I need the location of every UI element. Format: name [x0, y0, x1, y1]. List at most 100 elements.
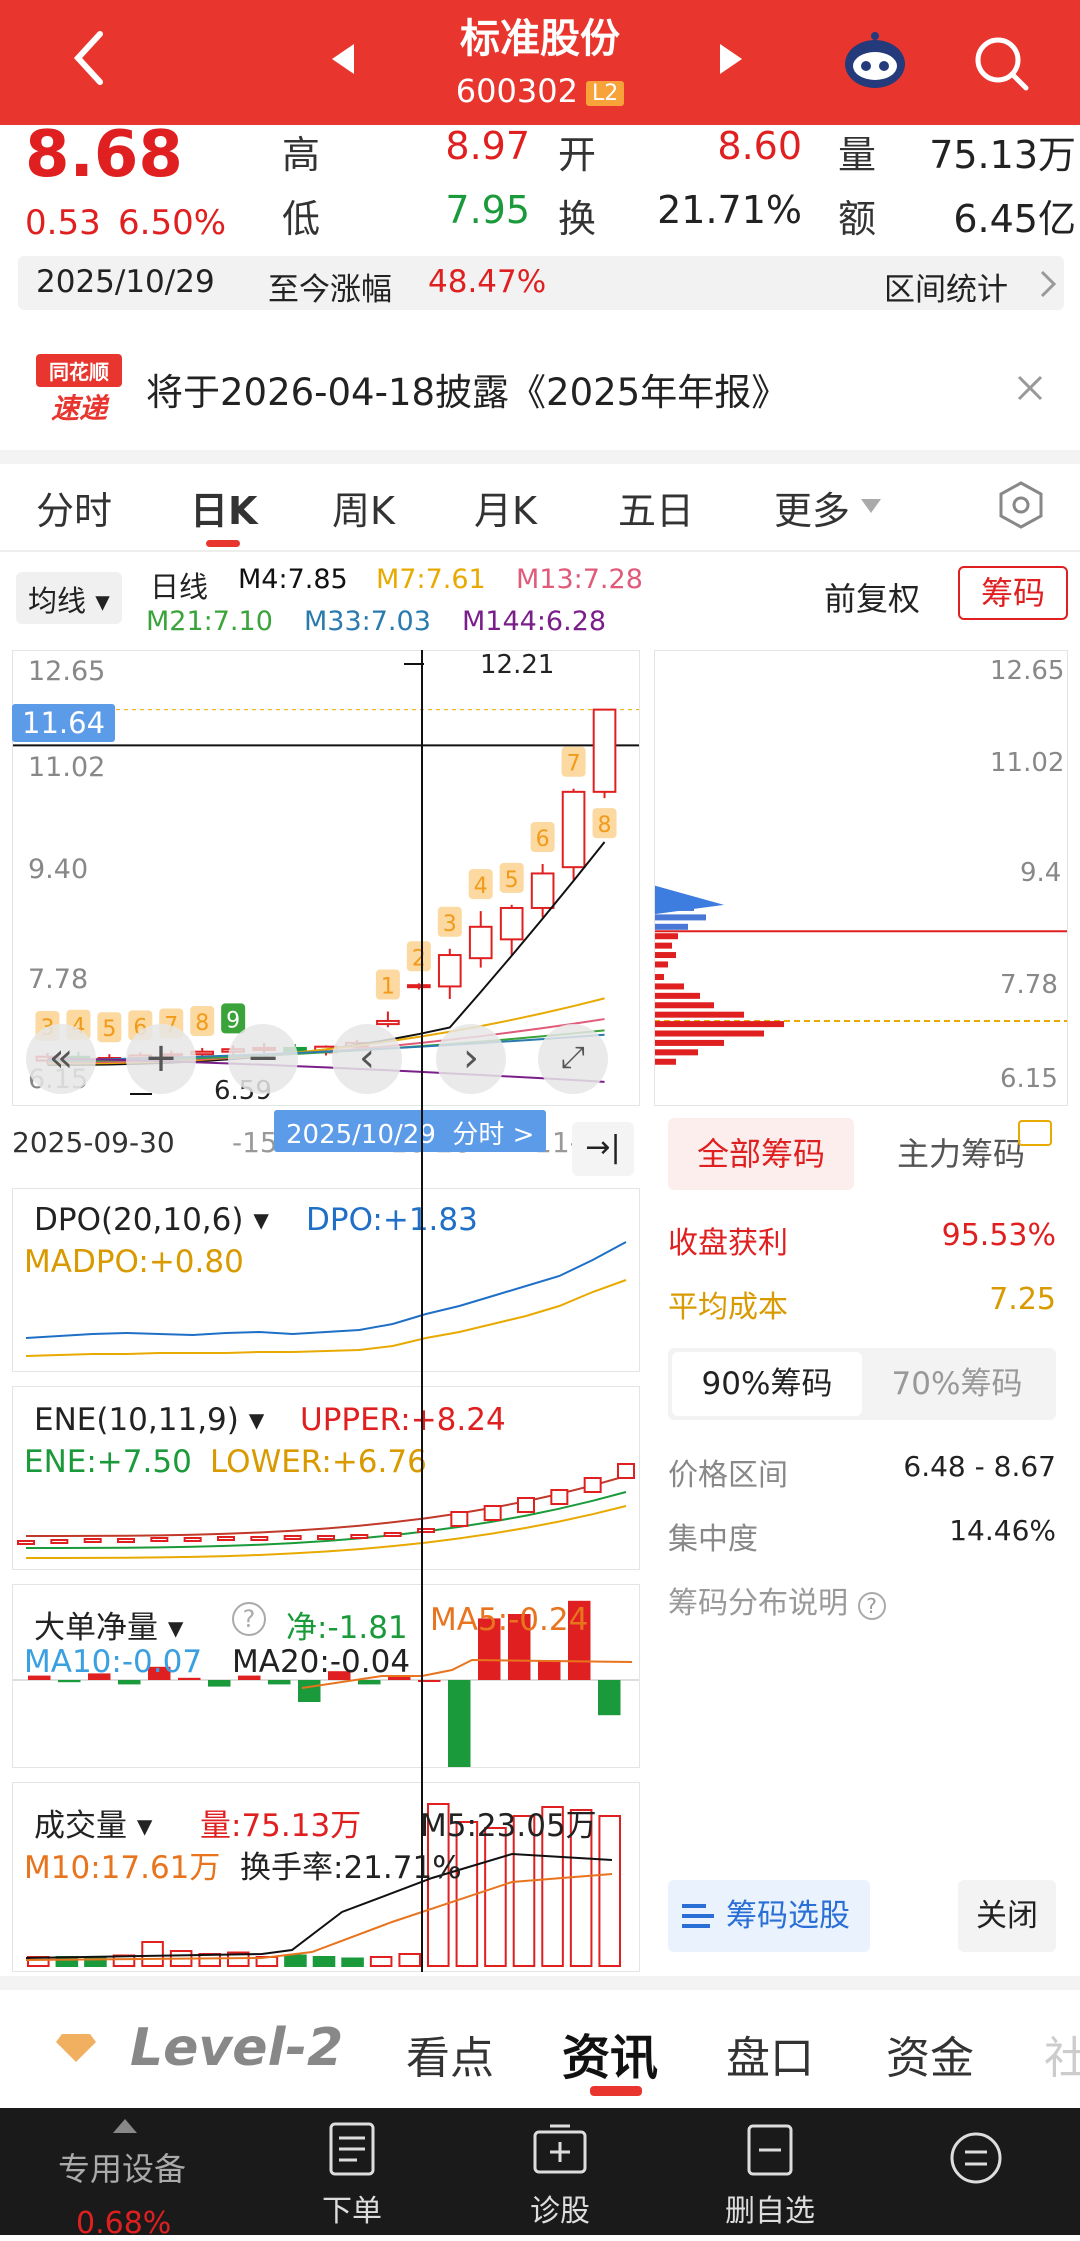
ene-candle: [450, 1511, 469, 1527]
tab-weekly-k[interactable]: 周K: [332, 489, 395, 533]
bigorder-ma20: MA20:-0.04: [232, 1644, 411, 1680]
tab-community[interactable]: 社: [1044, 2033, 1080, 2084]
ma-m4: M4:7.85: [238, 564, 348, 595]
chip-bar: [654, 942, 672, 949]
tab-70-chips[interactable]: 70%筹码: [891, 1366, 1023, 1402]
candle-body: [499, 906, 524, 941]
tab-orderbook[interactable]: 盘口: [726, 2033, 814, 2084]
bigorder-frame: [12, 1584, 640, 1768]
dpo-frame: [12, 1188, 640, 1372]
zoom-in-button[interactable]: +: [126, 1024, 196, 1094]
kline-chart[interactable]: 345678912345678: [12, 650, 640, 1106]
scroll-right-button[interactable]: ›: [436, 1024, 506, 1094]
volume-bar: [598, 1815, 622, 1967]
back-icon[interactable]: [68, 28, 108, 88]
stock-code-row: 600302 L2: [0, 72, 1080, 110]
announcement-banner[interactable]: 同花顺 速递 将于2026-04-18披露《2025年年报》: [0, 330, 1080, 450]
search-icon[interactable]: [972, 34, 1032, 94]
sector-label[interactable]: 专用设备: [58, 2150, 187, 2188]
tab-highlights[interactable]: 看点: [406, 2033, 494, 2084]
close-chips-button[interactable]: 关闭: [958, 1880, 1056, 1952]
bigorder-net: 净:-1.81: [286, 1610, 408, 1646]
candle-body: [592, 708, 617, 793]
ene-chart[interactable]: [12, 1386, 640, 1570]
price-change-pct: 6.50%: [118, 203, 227, 243]
tab-more[interactable]: 更多: [774, 489, 851, 533]
lock-icon: [1018, 1120, 1052, 1146]
volume-chart[interactable]: [12, 1782, 640, 1972]
jump-to-latest-icon[interactable]: →|: [572, 1122, 634, 1176]
bigorder-bar: [268, 1680, 291, 1685]
td-signal-bg: [97, 1012, 122, 1043]
x-label: 2025-09-30: [12, 1126, 175, 1159]
rewind-button[interactable]: «: [26, 1024, 96, 1094]
ene-selector[interactable]: ENE(10,11,9) ▾: [34, 1402, 265, 1438]
tab-timeshare[interactable]: 分时: [36, 489, 113, 533]
volume-selector[interactable]: 成交量 ▾: [34, 1808, 153, 1844]
chip-bar: [654, 923, 688, 930]
chip-explain-link[interactable]: 筹码分布说明 ?: [668, 1578, 1056, 1622]
scroll-left-button[interactable]: ‹: [332, 1024, 402, 1094]
order-button[interactable]: 下单: [282, 2108, 422, 2235]
candle-body: [561, 790, 586, 869]
date-range-row[interactable]: 2025/10/29 至今涨幅 48.47% 区间统计: [18, 256, 1064, 310]
menu-icon[interactable]: [948, 2130, 1004, 2186]
tab-news[interactable]: 资讯: [562, 2030, 659, 2086]
dpo-selector[interactable]: DPO(20,10,6) ▾: [34, 1202, 269, 1238]
volume-value: 75.13万: [929, 133, 1076, 177]
td-signal-bg: [499, 862, 524, 893]
chip-select-button[interactable]: 筹码选股: [668, 1880, 870, 1952]
next-stock-icon[interactable]: [718, 42, 744, 76]
diagnose-icon: [533, 2124, 587, 2174]
ene-candle: [517, 1497, 535, 1513]
ene-value: ENE:+7.50: [24, 1444, 192, 1480]
td-signal-bg: [375, 969, 400, 1000]
close-icon[interactable]: [1016, 374, 1044, 402]
settings-icon[interactable]: [996, 480, 1046, 530]
dpo-chart[interactable]: [12, 1188, 640, 1372]
separator: [0, 1976, 1080, 1990]
max-price-label: 12.21: [480, 650, 555, 680]
remove-watchlist-button[interactable]: 删自选: [700, 2108, 840, 2235]
tab-monthly-k[interactable]: 月K: [474, 489, 537, 533]
candle-body: [437, 954, 462, 988]
since-gain-label: 至今涨幅: [268, 272, 392, 308]
price-change: 0.53: [25, 203, 101, 243]
tab-five-day[interactable]: 五日: [618, 489, 695, 533]
crosshair-date-box[interactable]: 2025/10/29 分时 >: [274, 1110, 547, 1152]
tab-main-chips[interactable]: 主力筹码: [896, 1135, 1025, 1173]
fullscreen-button[interactable]: ⤢: [538, 1024, 608, 1094]
order-icon: [329, 2122, 375, 2176]
dpo-value: DPO:+1.83: [306, 1202, 478, 1238]
td-signal-bg: [190, 1005, 215, 1036]
td-signal-marker: 5: [499, 862, 524, 893]
adjust-mode[interactable]: 前复权: [824, 580, 921, 618]
bigorder-bar: [388, 1675, 411, 1680]
td-signal-bg: [437, 906, 462, 937]
announcement-text[interactable]: 将于2026-04-18披露《2025年年报》: [146, 371, 789, 414]
zoom-out-button[interactable]: −: [228, 1024, 298, 1094]
help-icon[interactable]: ?: [232, 1602, 266, 1636]
ma-m7: M7:7.61: [376, 564, 486, 595]
chip-bar: [654, 1058, 676, 1065]
tab-daily-k[interactable]: 日K: [190, 489, 258, 533]
bigorder-selector[interactable]: 大单净量 ▾: [34, 1610, 184, 1646]
kline-frame: [12, 650, 640, 1106]
ma-button[interactable]: 均线 ▾: [16, 572, 122, 624]
candle-body: [530, 872, 555, 909]
tab-90-chips[interactable]: 90%筹码: [672, 1352, 862, 1416]
ene-candle: [383, 1532, 402, 1537]
range-start-date[interactable]: 2025/10/29: [36, 264, 215, 300]
ene-candle: [117, 1538, 135, 1543]
robot-assistant-icon[interactable]: [840, 30, 910, 90]
level2-label[interactable]: Level-2: [130, 2018, 344, 2078]
chip-distribution-chart[interactable]: [654, 650, 1068, 1106]
l2-badge[interactable]: L2: [585, 80, 625, 106]
prev-stock-icon[interactable]: [330, 42, 356, 76]
tab-funds[interactable]: 资金: [886, 2033, 974, 2084]
diagnose-button[interactable]: 诊股: [490, 2108, 630, 2235]
bigorder-bar: [118, 1680, 141, 1685]
tab-all-chips[interactable]: 全部筹码: [668, 1118, 854, 1190]
range-stats-link[interactable]: 区间统计: [884, 272, 1008, 308]
chips-button[interactable]: 筹码: [958, 566, 1068, 620]
